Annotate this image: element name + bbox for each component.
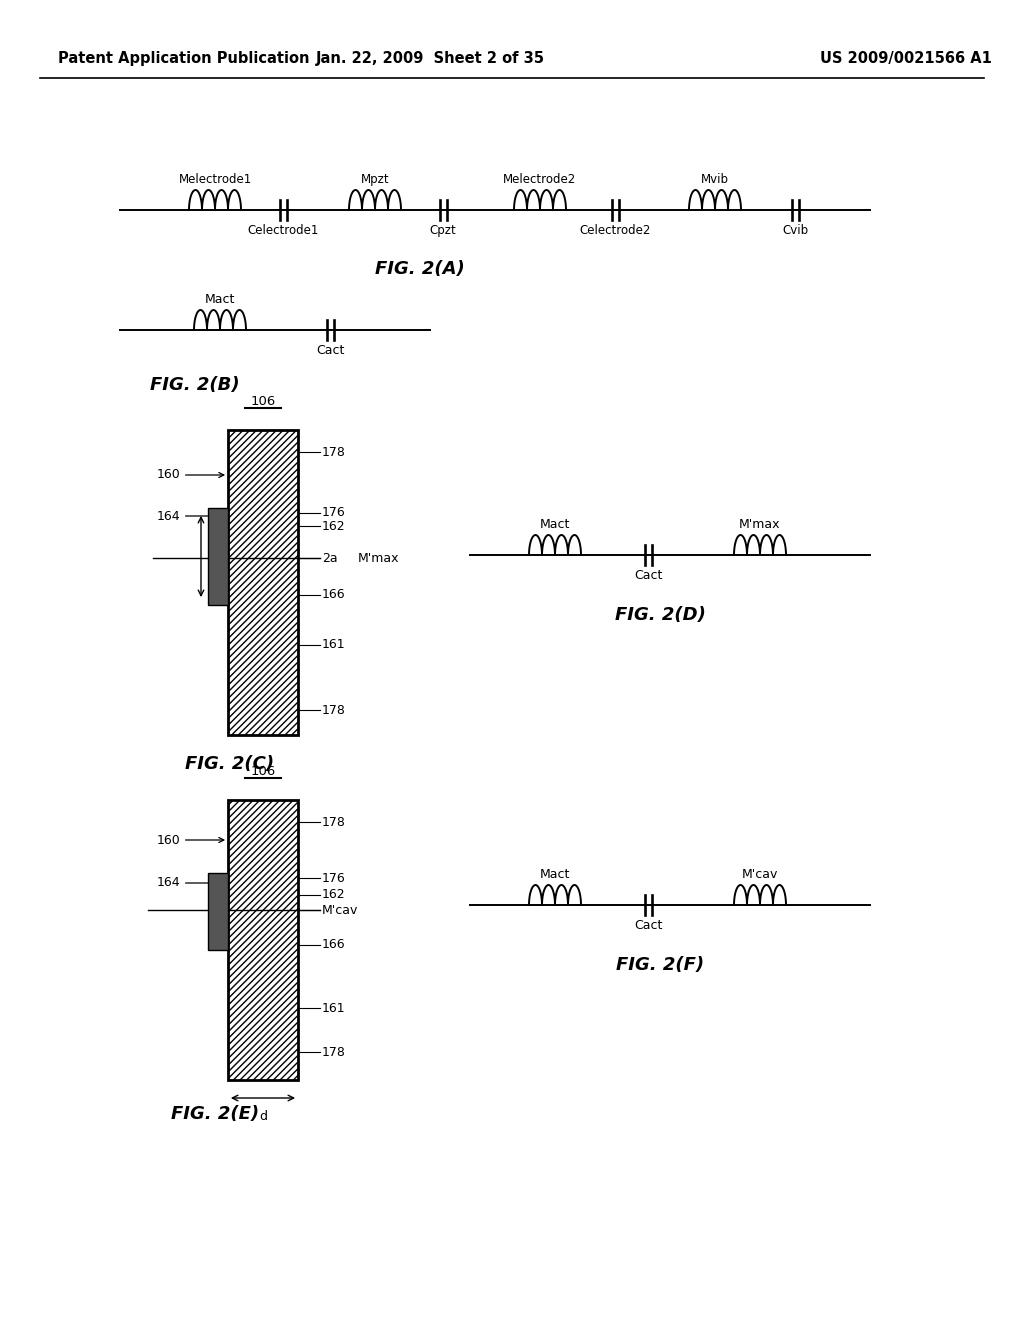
Text: 106: 106 bbox=[251, 395, 275, 408]
Text: Mvib: Mvib bbox=[701, 173, 729, 186]
Text: 160: 160 bbox=[157, 833, 224, 846]
Bar bbox=[208, 873, 228, 950]
Text: M'cav: M'cav bbox=[322, 903, 358, 916]
Text: Melectrode1: Melectrode1 bbox=[178, 173, 252, 186]
Text: FIG. 2(F): FIG. 2(F) bbox=[616, 956, 705, 974]
Text: FIG. 2(E): FIG. 2(E) bbox=[171, 1105, 259, 1123]
Text: Jan. 22, 2009  Sheet 2 of 35: Jan. 22, 2009 Sheet 2 of 35 bbox=[315, 50, 545, 66]
Text: d: d bbox=[259, 1110, 267, 1123]
Text: Mact: Mact bbox=[540, 517, 570, 531]
Text: 162: 162 bbox=[322, 520, 346, 532]
Text: Cpzt: Cpzt bbox=[430, 224, 457, 238]
Text: 161: 161 bbox=[322, 639, 346, 652]
Text: Mpzt: Mpzt bbox=[360, 173, 389, 186]
Text: FIG. 2(B): FIG. 2(B) bbox=[151, 376, 240, 393]
Text: 178: 178 bbox=[322, 1045, 346, 1059]
Text: US 2009/0021566 A1: US 2009/0021566 A1 bbox=[820, 50, 992, 66]
Text: FIG. 2(D): FIG. 2(D) bbox=[614, 606, 706, 624]
Text: 164: 164 bbox=[157, 510, 224, 523]
Bar bbox=[228, 800, 298, 1080]
Text: 161: 161 bbox=[322, 1002, 346, 1015]
Text: 178: 178 bbox=[322, 816, 346, 829]
Text: 164: 164 bbox=[157, 876, 224, 890]
Text: M'cav: M'cav bbox=[741, 869, 778, 880]
Text: Patent Application Publication: Patent Application Publication bbox=[58, 50, 309, 66]
Text: 162: 162 bbox=[322, 888, 346, 902]
Text: Cact: Cact bbox=[634, 919, 663, 932]
Text: Celectrode2: Celectrode2 bbox=[580, 224, 650, 238]
Text: 166: 166 bbox=[322, 939, 346, 952]
Text: Mact: Mact bbox=[540, 869, 570, 880]
Text: 176: 176 bbox=[322, 871, 346, 884]
Bar bbox=[228, 430, 298, 735]
Text: Melectrode2: Melectrode2 bbox=[504, 173, 577, 186]
Text: Celectrode1: Celectrode1 bbox=[248, 224, 318, 238]
Text: FIG. 2(C): FIG. 2(C) bbox=[185, 755, 274, 774]
Text: 160: 160 bbox=[157, 469, 224, 482]
Text: Cact: Cact bbox=[634, 569, 663, 582]
Text: Cvib: Cvib bbox=[782, 224, 808, 238]
Bar bbox=[208, 508, 228, 605]
Text: Mact: Mact bbox=[205, 293, 236, 306]
Text: 178: 178 bbox=[322, 446, 346, 458]
Text: FIG. 2(A): FIG. 2(A) bbox=[375, 260, 465, 279]
Text: Cact: Cact bbox=[315, 345, 344, 356]
Text: 2a: 2a bbox=[322, 552, 338, 565]
Text: M'max: M'max bbox=[739, 517, 780, 531]
Text: 106: 106 bbox=[251, 766, 275, 777]
Text: 176: 176 bbox=[322, 507, 346, 520]
Text: 178: 178 bbox=[322, 704, 346, 717]
Text: M'max: M'max bbox=[358, 552, 399, 565]
Text: 166: 166 bbox=[322, 589, 346, 602]
